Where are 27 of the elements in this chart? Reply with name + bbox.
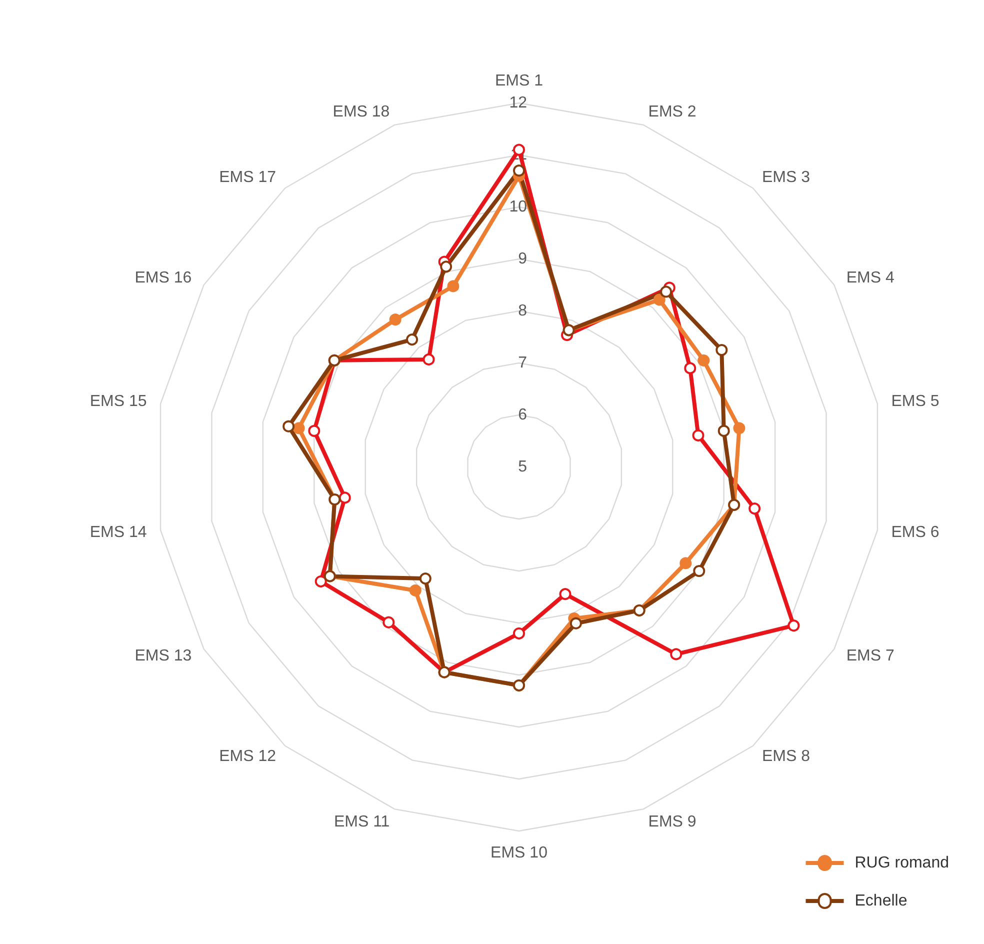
spoke-label: EMS 14 xyxy=(90,524,147,542)
spoke-label: EMS 13 xyxy=(134,648,192,664)
legend-label: RUG romand xyxy=(854,854,949,872)
spoke-label: EMS 8 xyxy=(762,748,810,766)
spoke-label: EMS 15 xyxy=(90,392,147,410)
spoke-label: EMS 3 xyxy=(762,168,810,186)
y-tick-label: 5 xyxy=(518,458,528,476)
spoke-label: EMS 6 xyxy=(891,524,940,542)
y-tick-label: 6 xyxy=(518,406,528,424)
y-tick-label: 8 xyxy=(518,302,528,320)
spoke-label: EMS 18 xyxy=(332,103,390,120)
spoke-label: EMS 9 xyxy=(648,814,696,831)
y-tick-label: 12 xyxy=(509,94,528,112)
spoke-label: EMS 12 xyxy=(219,748,276,766)
spoke-label: EMS 5 xyxy=(891,392,940,410)
y-tick-label: 10 xyxy=(509,198,528,216)
legend-label: Echelle xyxy=(854,892,908,910)
spoke-label: EMS 16 xyxy=(134,270,192,286)
spoke-label: EMS 10 xyxy=(490,844,548,862)
spoke-label: EMS 7 xyxy=(846,648,894,664)
y-tick-label: 7 xyxy=(518,354,528,372)
spoke-label: EMS 1 xyxy=(494,72,544,90)
spoke-label: EMS 2 xyxy=(648,103,696,120)
spoke-label: EMS 4 xyxy=(846,270,894,286)
spoke-label: EMS 17 xyxy=(219,168,276,186)
spoke-label: EMS 11 xyxy=(334,814,390,831)
y-tick-label: 9 xyxy=(518,250,528,268)
